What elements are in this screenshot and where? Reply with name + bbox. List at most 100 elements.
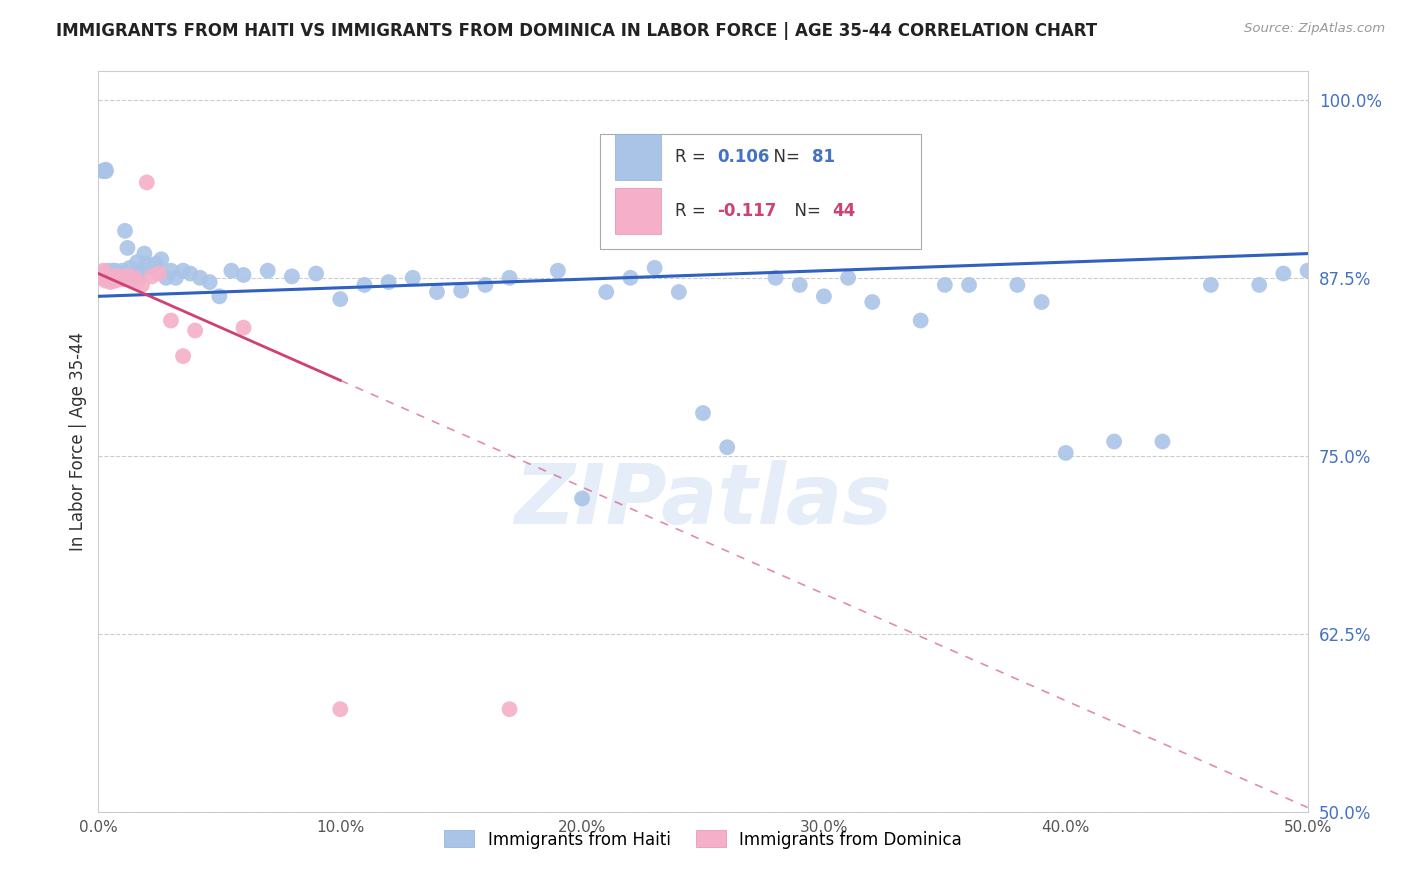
Point (329, 702, 352, 716)
Point (837, 270, 859, 285)
Point (716, 440, 738, 454)
Point (498, 270, 520, 285)
Point (128, 263, 150, 277)
Point (765, 270, 787, 285)
Point (118, 260, 141, 275)
Point (135, 176, 157, 190)
Text: N=: N= (763, 148, 806, 166)
Text: ZIPatlas: ZIPatlas (515, 460, 891, 541)
Point (571, 491, 593, 506)
Point (121, 272, 143, 286)
Point (813, 289, 835, 303)
Legend: Immigrants from Haiti, Immigrants from Dominica: Immigrants from Haiti, Immigrants from D… (437, 823, 969, 855)
Point (305, 267, 328, 281)
Point (934, 277, 956, 292)
Point (100, 270, 122, 285)
Point (1031, 295, 1053, 310)
Point (256, 263, 278, 277)
Point (107, 270, 129, 285)
Text: N=: N= (785, 202, 827, 220)
Text: 44: 44 (832, 202, 856, 220)
Point (150, 252, 173, 267)
Text: 0.106: 0.106 (717, 148, 770, 166)
Point (117, 270, 139, 285)
Point (91, 270, 114, 285)
Point (114, 224, 136, 238)
Point (198, 275, 221, 289)
Text: IMMIGRANTS FROM HAITI VS IMMIGRANTS FROM DOMINICA IN LABOR FORCE | AGE 35-44 COR: IMMIGRANTS FROM HAITI VS IMMIGRANTS FROM… (56, 22, 1097, 40)
Text: R =: R = (675, 202, 711, 220)
Point (165, 270, 187, 285)
Point (104, 270, 127, 285)
Point (789, 277, 811, 292)
Point (97, 270, 120, 285)
Point (111, 272, 134, 286)
Point (101, 272, 124, 286)
Point (377, 275, 399, 289)
Point (498, 702, 520, 716)
Point (172, 263, 194, 277)
Point (124, 270, 146, 285)
Point (131, 277, 153, 292)
Point (595, 285, 617, 299)
FancyBboxPatch shape (614, 135, 661, 180)
Point (104, 274, 127, 288)
Point (97, 269, 120, 284)
Point (107, 270, 129, 285)
Point (148, 267, 170, 281)
Point (145, 256, 167, 270)
Point (97, 263, 120, 277)
Point (100, 267, 122, 281)
Point (107, 268, 129, 282)
Point (160, 313, 183, 327)
Point (91, 164, 114, 178)
Point (94, 164, 117, 178)
Point (91, 263, 114, 277)
Point (426, 285, 449, 299)
Point (108, 270, 131, 285)
Point (111, 270, 134, 285)
Point (90, 267, 112, 281)
Point (118, 269, 141, 284)
Point (644, 260, 666, 275)
Point (619, 270, 641, 285)
FancyBboxPatch shape (600, 135, 921, 249)
Point (1102, 434, 1125, 449)
Point (281, 269, 304, 284)
Point (101, 270, 124, 285)
Point (91, 269, 114, 284)
Point (124, 272, 146, 286)
Point (100, 269, 122, 284)
Point (1296, 263, 1319, 277)
Text: R =: R = (675, 148, 711, 166)
Y-axis label: In Labor Force | Age 35-44: In Labor Force | Age 35-44 (69, 332, 87, 551)
Point (474, 277, 496, 292)
Point (221, 263, 243, 277)
Point (104, 263, 127, 277)
Point (1007, 277, 1029, 292)
Point (90, 270, 112, 285)
Point (179, 267, 201, 281)
Point (232, 320, 254, 334)
Point (97, 267, 120, 281)
Point (114, 269, 136, 284)
Point (94, 162, 117, 177)
Point (94, 270, 117, 285)
Point (135, 256, 157, 270)
Text: 81: 81 (811, 148, 835, 166)
FancyBboxPatch shape (614, 188, 661, 234)
Point (668, 285, 690, 299)
Point (353, 277, 375, 292)
Point (450, 284, 472, 298)
Point (1054, 446, 1077, 460)
Point (208, 289, 231, 303)
Point (127, 255, 149, 269)
Point (108, 272, 131, 286)
Point (1152, 434, 1174, 449)
Point (127, 275, 149, 289)
Point (1199, 277, 1222, 292)
Point (1272, 267, 1295, 281)
Point (104, 267, 127, 281)
Point (100, 270, 122, 285)
Point (101, 263, 124, 277)
